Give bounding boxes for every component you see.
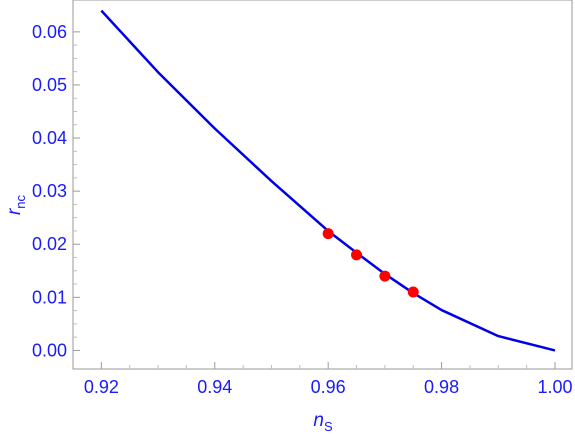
y-tick-label: 0.02 [32, 234, 67, 254]
y-tick-label: 0.05 [32, 75, 67, 95]
y-tick-label: 0.06 [32, 22, 67, 42]
data-point [322, 228, 334, 240]
curve-line [100, 9, 556, 352]
x-tick-label: 0.96 [311, 377, 346, 397]
points-layer [322, 228, 419, 298]
x-axis-label: nS [313, 410, 333, 434]
series-layer [100, 9, 556, 352]
data-point [379, 270, 391, 282]
plot-frame [72, 0, 573, 370]
y-tick-label: 0.04 [32, 128, 67, 148]
y-tick-label: 0.01 [32, 287, 67, 307]
data-point [407, 286, 419, 298]
y-tick-label: 0.00 [32, 340, 67, 360]
x-tick-label: 0.94 [197, 377, 232, 397]
x-tick-label: 0.92 [84, 377, 119, 397]
y-axis-ticks: 0.00 0.01 0.02 0.03 0.04 0.05 0.06 [32, 22, 80, 360]
data-point [351, 249, 363, 261]
y-tick-label: 0.03 [32, 181, 67, 201]
x-tick-label: 0.98 [424, 377, 459, 397]
x-tick-label: 1.00 [537, 377, 572, 397]
x-axis-ticks: 0.92 0.94 0.96 0.98 1.00 [84, 362, 573, 397]
y-axis-label: rnc [4, 194, 28, 215]
